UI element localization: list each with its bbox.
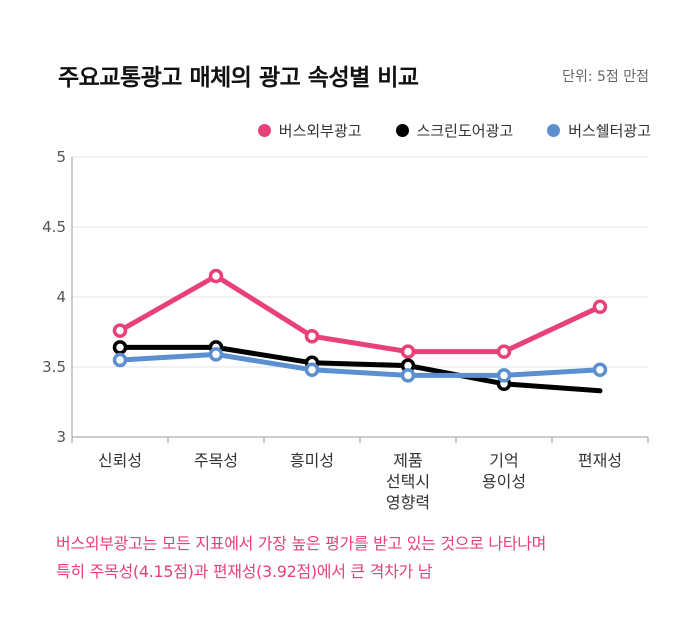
x-tick-label-line: 제품 [393,451,422,470]
data-point-0 [304,328,320,344]
y-tick-label: 3.5 [42,358,66,376]
data-point-2 [112,352,128,368]
data-point-2 [304,362,320,378]
legend: 버스외부광고 스크린도어광고 버스쉘터광고 [257,120,651,141]
x-tick-label: 신뢰성 [98,451,142,470]
series-line-1 [117,344,603,394]
y-tick-label: 5 [56,148,66,166]
x-tick-label: 편재성 [578,451,622,470]
data-point-2 [496,368,512,383]
series-line-2 [117,351,603,378]
y-tick-label: 4.5 [42,218,66,236]
data-point-0 [592,299,608,315]
y-tick-label: 3 [56,428,66,446]
x-tick-label-line: 용이성 [482,472,526,491]
data-point-0 [208,268,224,284]
y-tick-label: 4 [56,288,66,306]
legend-marker-bus-shelter [547,124,561,137]
legend-label-screen-door: 스크린도어광고 [416,122,514,140]
summary-note-line-2: 특히 주목성(4.15점)과 편재성(3.92점)에서 큰 격차가 남 [56,562,433,581]
data-point-2 [400,368,416,383]
x-tick-label-line: 흥미성 [290,451,334,470]
x-tick-label-line: 기억 [489,451,518,470]
legend-marker-screen-door [395,124,409,137]
legend-item-bus-exterior: 버스외부광고 [257,120,362,141]
x-tick-label-line: 선택시 [386,472,430,491]
x-tick-label: 흥미성 [290,451,334,470]
data-point-1 [112,340,128,355]
x-tick-label-line: 신뢰성 [98,451,142,470]
summary-note-line-1: 버스외부광고는 모든 지표에서 가장 높은 평가를 받고 있는 것으로 나타나며 [56,534,547,553]
x-tick-label: 주목성 [194,451,238,470]
legend-item-bus-shelter: 버스쉘터광고 [547,120,651,141]
chart-title: 주요교통광고 매체의 광고 속성별 비교 [58,65,419,91]
x-tick-label-line: 주목성 [194,451,238,470]
x-tick-label-line: 영향력 [386,493,430,512]
data-point-0 [112,323,128,338]
data-point-0 [496,344,512,359]
data-point-0 [400,344,416,359]
legend-item-screen-door: 스크린도어광고 [395,120,514,141]
legend-label-bus-shelter: 버스쉘터광고 [568,122,651,140]
unit-label: 단위: 5점 만점 [562,69,649,85]
data-point-2 [208,347,224,362]
series-line-0 [117,273,603,355]
x-tick-label-line: 편재성 [578,451,622,470]
legend-label-bus-exterior: 버스외부광고 [278,122,362,140]
summary-note: 버스외부광고는 모든 지표에서 가장 높은 평가를 받고 있는 것으로 나타나며… [56,530,656,586]
legend-marker-bus-exterior [257,124,271,137]
data-point-2 [592,362,608,378]
